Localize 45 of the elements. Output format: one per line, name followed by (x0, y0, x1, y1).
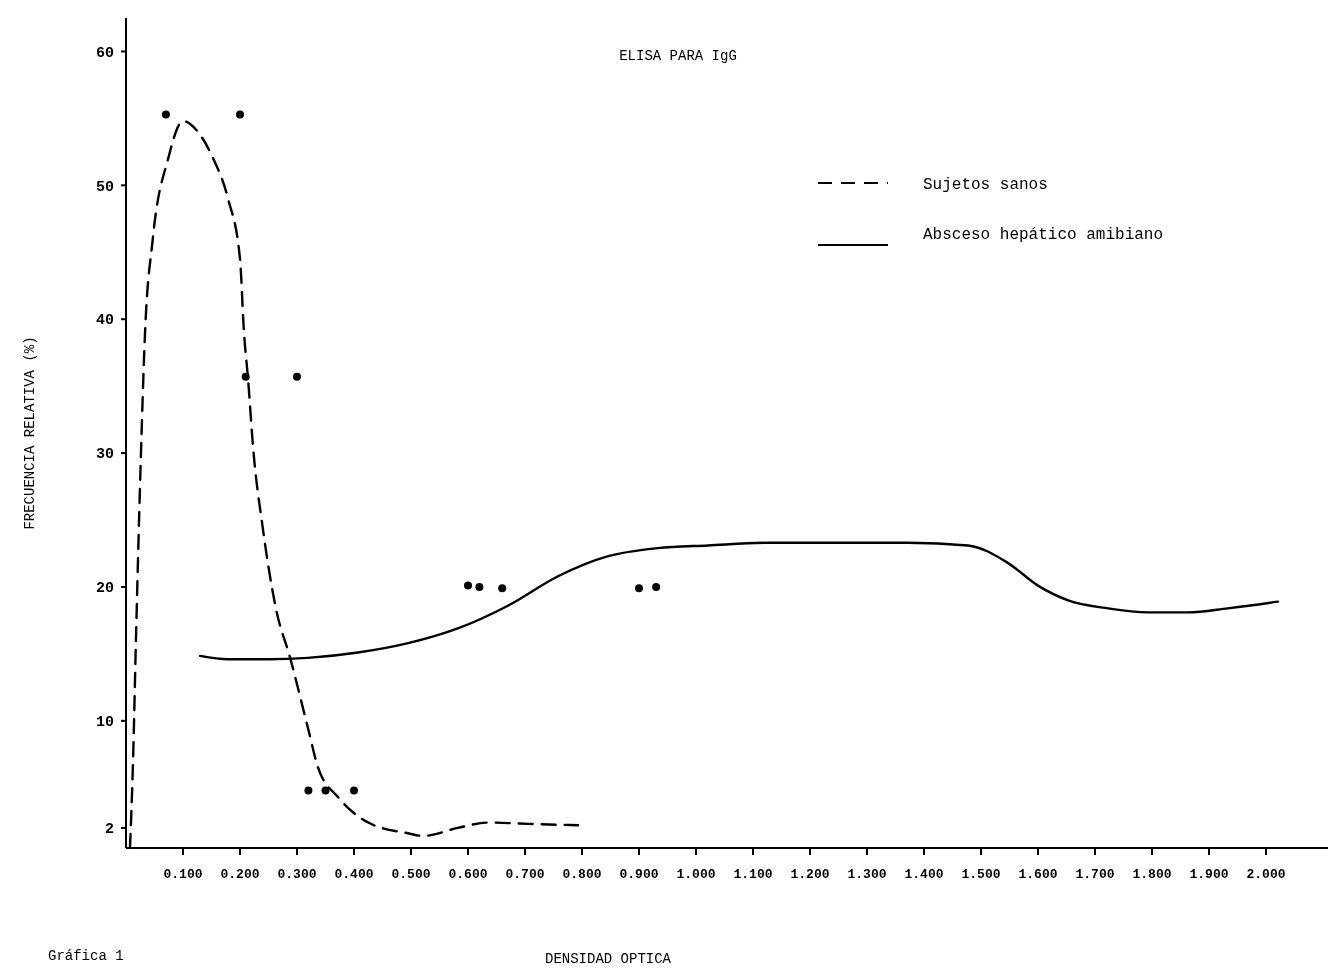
point (293, 372, 301, 381)
point (241, 372, 250, 381)
y-tick-label: 50 (95, 178, 114, 196)
x-tick-label: 0.100 (163, 867, 203, 882)
x-tick-label: 1.400 (904, 867, 944, 882)
x-tick-label: 0.700 (505, 867, 545, 882)
y-tick-label: 10 (95, 714, 114, 732)
x-tick-label: 1.900 (1189, 867, 1229, 882)
text: Gráfica 1 (48, 948, 124, 964)
x-tick-label: 1.700 (1075, 867, 1115, 882)
x-tick-label: 0.800 (562, 867, 602, 882)
point (498, 584, 507, 593)
y-tick-label: 40 (95, 312, 114, 330)
x-tick-label: 0.300 (277, 867, 317, 882)
x-tick-label: 0.400 (334, 867, 374, 882)
x-tick-label: 1.600 (1018, 867, 1058, 882)
point (464, 581, 472, 590)
point (635, 584, 643, 593)
x-tick-label: 1.800 (1132, 867, 1172, 882)
x-tick-label: 0.600 (448, 867, 488, 882)
x-tick-label: 0.200 (220, 867, 260, 882)
y-tick-label: 2 (104, 821, 114, 839)
point (236, 110, 244, 119)
legend-label: Sujetos sanos (923, 175, 1048, 194)
x-tick-label: 0.900 (619, 867, 659, 882)
legend-label: Absceso hepático amibiano (923, 225, 1164, 244)
point (652, 582, 661, 591)
point (304, 786, 313, 795)
x-tick-label: 1.200 (790, 867, 830, 882)
y-tick-label: 20 (95, 580, 114, 598)
y-tick-label: 60 (95, 44, 114, 62)
y-tick-label: 30 (95, 446, 114, 464)
x-tick-label: 1.500 (961, 867, 1001, 882)
point (321, 786, 330, 795)
point (161, 110, 170, 119)
point (475, 582, 484, 591)
x-axis-title: DENSIDAD OPTICA (544, 951, 672, 967)
y-axis-title: FRECUENCIA RELATIVA (%) (22, 336, 38, 530)
x-tick-label: 2.000 (1246, 867, 1286, 882)
x-tick-label: 0.500 (391, 867, 431, 882)
x-tick-label: 1.100 (733, 867, 773, 882)
point (350, 786, 358, 795)
text: ELISA PARA IgG (619, 48, 737, 64)
x-tick-label: 1.300 (847, 867, 887, 882)
x-tick-label: 1.000 (676, 867, 716, 882)
